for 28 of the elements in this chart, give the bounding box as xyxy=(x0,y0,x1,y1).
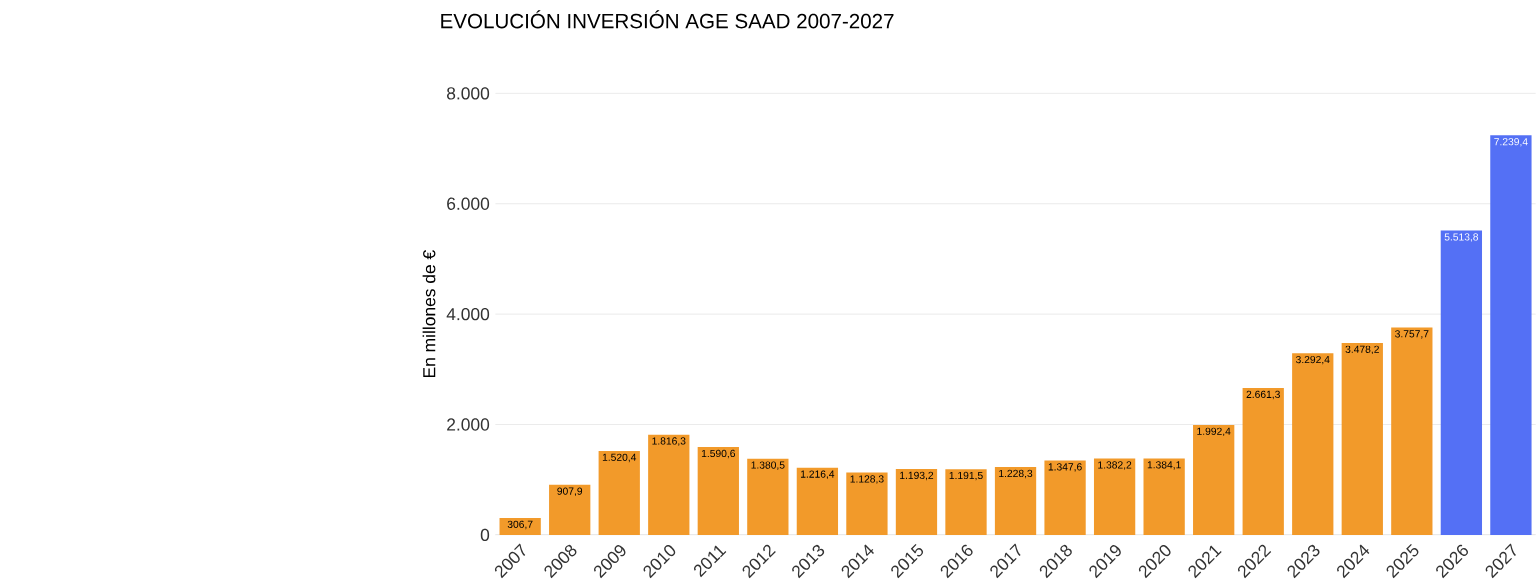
y-tick-label: 2.000 xyxy=(447,418,490,431)
bar xyxy=(1093,458,1136,535)
bar xyxy=(549,484,591,535)
y-tick-label: 8.000 xyxy=(447,87,490,100)
bar xyxy=(1242,387,1284,535)
bar xyxy=(994,466,1037,535)
bar xyxy=(1440,230,1483,535)
bar xyxy=(1044,460,1086,535)
bar xyxy=(1341,342,1383,535)
bar xyxy=(895,468,938,535)
bar xyxy=(1292,353,1334,535)
bar xyxy=(1490,135,1532,535)
bar xyxy=(1193,424,1235,535)
y-axis-title: En millones de € xyxy=(422,249,436,377)
bar xyxy=(499,517,541,535)
y-tick-label: 4.000 xyxy=(446,307,490,321)
bar xyxy=(796,467,839,535)
bar xyxy=(1143,458,1185,535)
bar xyxy=(648,434,690,535)
bar xyxy=(747,458,789,535)
bar xyxy=(1391,327,1433,535)
bar xyxy=(945,468,987,535)
bar xyxy=(598,450,640,535)
y-tick-label: 0 xyxy=(480,528,490,541)
chart-title: EVOLUCIÓN INVERSIÓN AGE SAAD 2007-2027 xyxy=(441,10,894,29)
y-tick-label: 6.000 xyxy=(447,197,490,210)
bar xyxy=(846,472,888,535)
bar xyxy=(697,446,739,535)
